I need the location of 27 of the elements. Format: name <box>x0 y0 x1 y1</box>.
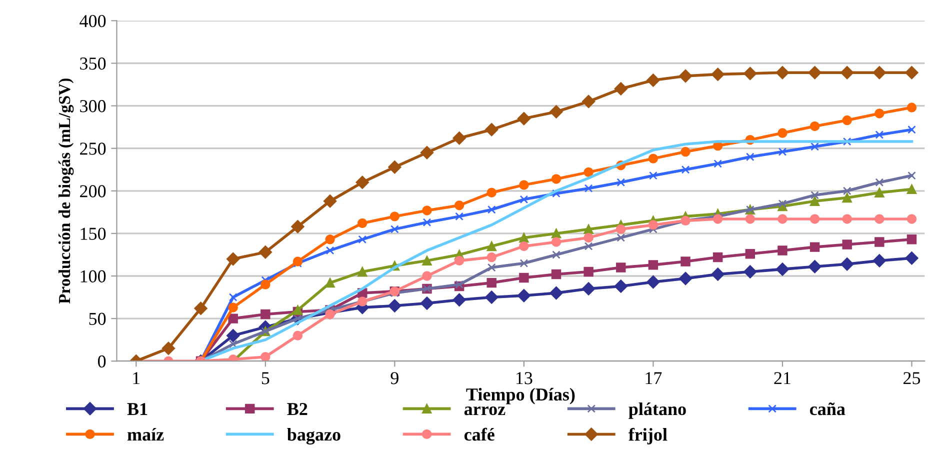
x-tick-label: 25 <box>904 372 920 384</box>
y-tick-label: 200 <box>80 185 106 198</box>
x-axis-title: Tiempo (Días) <box>466 388 575 404</box>
y-tick-label: 0 <box>98 355 106 368</box>
legend-label: maíz <box>127 428 164 441</box>
y-tick-label: 250 <box>80 142 106 155</box>
x-tick-label: 9 <box>390 372 398 384</box>
y-tick-label: 100 <box>80 270 106 282</box>
y-axis-title: Producción de biogás (mL/gSV) <box>58 78 74 304</box>
x-tick-label: 17 <box>646 372 662 384</box>
y-tick-label: 50 <box>89 312 106 325</box>
y-tick-label: 300 <box>80 100 106 112</box>
legend-label: B1 <box>127 403 148 416</box>
legend-label: frijol <box>628 428 668 444</box>
legend-label: arroz <box>464 406 506 416</box>
x-tick-label: 13 <box>516 372 532 384</box>
y-tick-label: 150 <box>80 228 106 240</box>
legend-label: caña <box>810 402 846 416</box>
x-tick-label: 1 <box>133 372 140 384</box>
legend-label: café <box>464 428 494 441</box>
x-tick-label: 21 <box>774 372 790 384</box>
y-tick-label: 400 <box>80 14 106 28</box>
legend-label: bagazo <box>287 428 340 444</box>
y-tick-label: 350 <box>80 58 106 70</box>
x-tick-label: 5 <box>262 372 270 384</box>
legend-label: plátano <box>628 402 686 419</box>
legend-label: B2 <box>287 403 308 416</box>
